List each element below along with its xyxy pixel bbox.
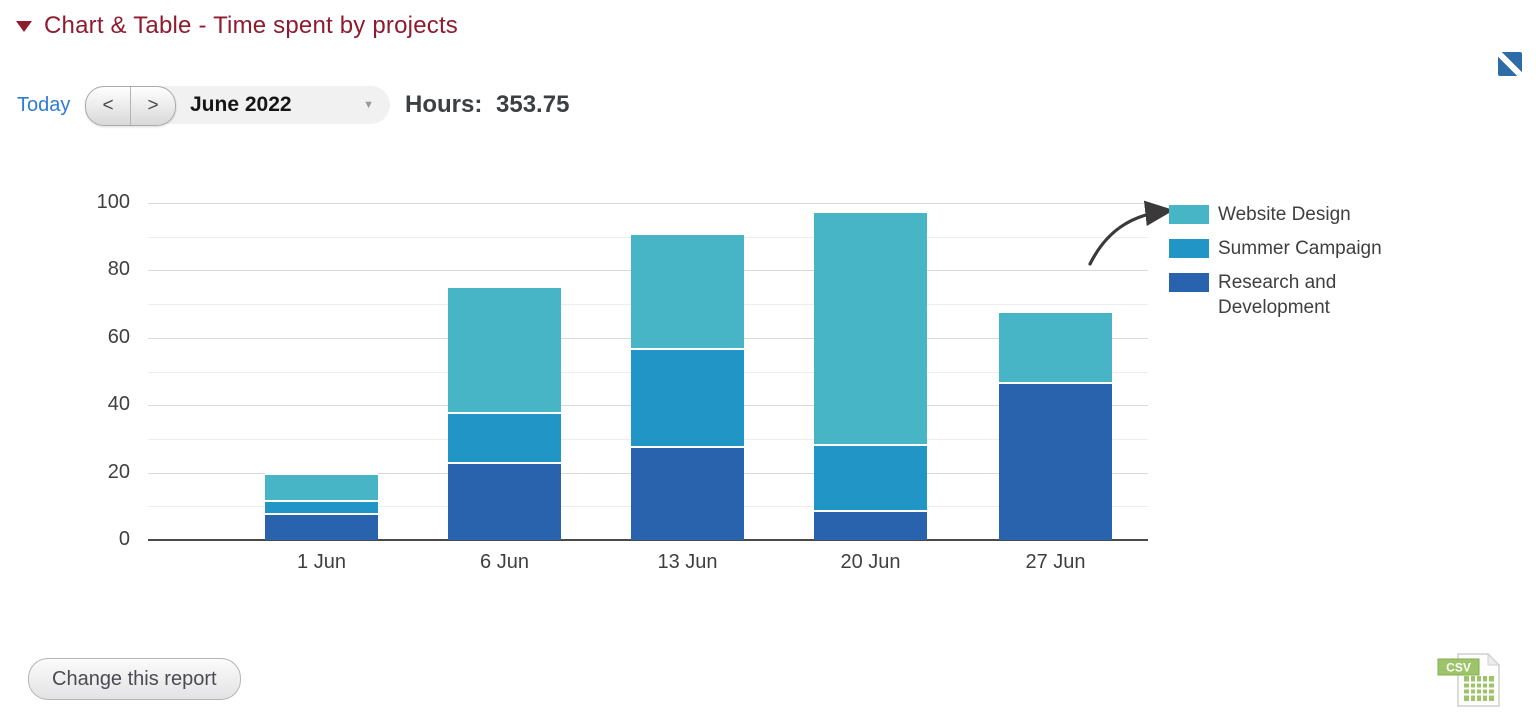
legend-item: Website Design — [1169, 202, 1409, 227]
disclosure-triangle-icon[interactable] — [16, 21, 32, 32]
change-report-button[interactable]: Change this report — [28, 658, 241, 700]
x-tick-label: 6 Jun — [480, 551, 529, 573]
chart-legend: Website Design Summer Campaign Research an… — [1169, 202, 1409, 329]
y-tick-label: 60 — [107, 325, 130, 348]
legend-item: Summer Campaign — [1169, 236, 1409, 261]
x-axis-line — [148, 539, 1148, 541]
legend-item: Research and Development — [1169, 270, 1409, 320]
bar-segment-website-design — [631, 233, 744, 348]
csv-page-fold — [1487, 652, 1501, 666]
csv-grid-lines — [1464, 676, 1494, 701]
hours-label: Hours: — [405, 91, 483, 118]
gridline — [148, 203, 1148, 204]
bar-segment-website-design — [448, 285, 561, 412]
bar-segment-summer-campaign — [448, 411, 561, 463]
collapse-diagonal-icon[interactable] — [1498, 52, 1522, 76]
y-tick-label: 100 — [96, 191, 130, 213]
legend-label: Website Design — [1218, 204, 1351, 225]
bar-segment-website-design — [265, 472, 378, 500]
bar-segment-website-design — [999, 310, 1112, 382]
bar-segment-research-and-development — [631, 445, 744, 540]
legend-arrow-icon — [1088, 200, 1174, 266]
bar-segment-summer-campaign — [814, 443, 927, 510]
today-link[interactable]: Today — [17, 94, 71, 116]
y-tick-label: 20 — [107, 460, 130, 483]
legend-swatch — [1169, 205, 1209, 224]
legend-swatch — [1169, 239, 1209, 258]
dropdown-arrow-icon: ▼ — [363, 99, 374, 111]
x-tick-label: 27 Jun — [1025, 551, 1086, 573]
y-tick-label: 80 — [107, 258, 130, 281]
legend-swatch — [1169, 273, 1209, 292]
x-tick-label: 20 Jun — [840, 551, 901, 573]
bar-segment-website-design — [814, 211, 927, 444]
report-title: Chart & Table - Time spent by projects — [44, 12, 459, 39]
legend-label: Research and Development — [1218, 272, 1337, 318]
x-tick-label: 13 Jun — [657, 551, 718, 573]
bar-segment-research-and-development — [814, 509, 927, 540]
next-month-button[interactable]: > — [131, 87, 175, 125]
bar-segment-summer-campaign — [631, 347, 744, 446]
legend-label: Summer Campaign — [1218, 238, 1382, 259]
y-tick-label: 0 — [118, 528, 130, 550]
month-nav-group: < > — [85, 86, 176, 126]
csv-banner-label: CSV — [1446, 661, 1471, 675]
bar-segment-summer-campaign — [265, 499, 378, 514]
csv-export-icon[interactable]: CSV — [1437, 650, 1503, 710]
prev-month-button[interactable]: < — [86, 87, 131, 125]
hours-value: 353.75 — [496, 91, 570, 118]
hours-total: Hours: 353.75 — [405, 91, 569, 119]
y-tick-label: 40 — [107, 393, 130, 416]
bar-segment-research-and-development — [265, 513, 378, 540]
csv-banner — [1437, 658, 1480, 676]
x-tick-label: 1 Jun — [297, 551, 346, 573]
period-label: June 2022 — [190, 93, 292, 116]
bar-segment-research-and-development — [999, 381, 1112, 540]
bar-segment-research-and-development — [448, 462, 561, 540]
